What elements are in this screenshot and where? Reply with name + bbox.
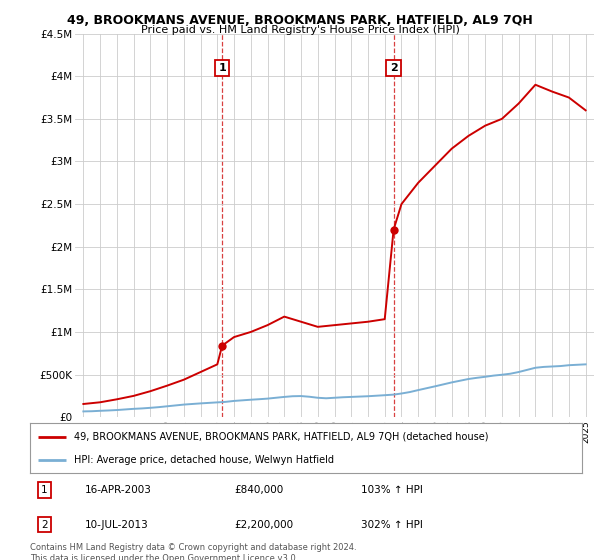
Text: 2: 2: [41, 520, 47, 530]
Text: 16-APR-2003: 16-APR-2003: [85, 485, 152, 495]
Text: £840,000: £840,000: [234, 485, 283, 495]
Text: Price paid vs. HM Land Registry's House Price Index (HPI): Price paid vs. HM Land Registry's House …: [140, 25, 460, 35]
Text: HPI: Average price, detached house, Welwyn Hatfield: HPI: Average price, detached house, Welw…: [74, 455, 334, 465]
Text: Contains HM Land Registry data © Crown copyright and database right 2024.
This d: Contains HM Land Registry data © Crown c…: [30, 543, 356, 560]
Text: £2,200,000: £2,200,000: [234, 520, 293, 530]
Text: 49, BROOKMANS AVENUE, BROOKMANS PARK, HATFIELD, AL9 7QH: 49, BROOKMANS AVENUE, BROOKMANS PARK, HA…: [67, 14, 533, 27]
Text: 1: 1: [218, 63, 226, 73]
Text: 1: 1: [41, 485, 47, 495]
Text: 10-JUL-2013: 10-JUL-2013: [85, 520, 149, 530]
Text: 103% ↑ HPI: 103% ↑ HPI: [361, 485, 423, 495]
Text: 2: 2: [390, 63, 397, 73]
Text: 49, BROOKMANS AVENUE, BROOKMANS PARK, HATFIELD, AL9 7QH (detached house): 49, BROOKMANS AVENUE, BROOKMANS PARK, HA…: [74, 432, 488, 442]
Text: 302% ↑ HPI: 302% ↑ HPI: [361, 520, 423, 530]
